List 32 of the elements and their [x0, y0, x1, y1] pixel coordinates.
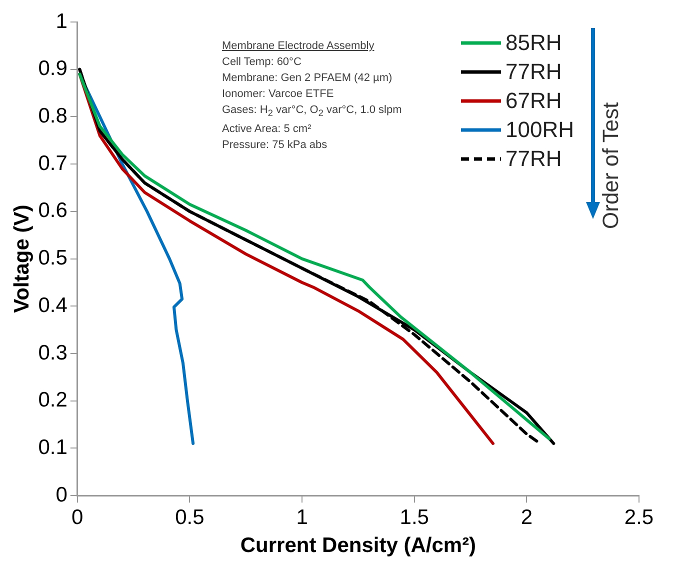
- annotation: Membrane Electrode Assembly: [222, 39, 376, 54]
- legend-label: 100RH: [506, 116, 574, 142]
- x-tick-label: 0.5: [175, 506, 204, 529]
- legend-label: 67RH: [506, 88, 562, 114]
- y-tick-label: 0.9: [38, 57, 68, 80]
- y-tick-label: 0: [56, 483, 68, 506]
- y-axis-title: Voltage (V): [10, 204, 34, 313]
- x-tick-label: 2: [520, 506, 533, 529]
- y-tick-label: 0.1: [38, 436, 68, 460]
- annotation: Membrane: Gen 2 PFAEM (42 µm): [222, 71, 394, 86]
- annotation: Ionomer: Varcoe ETFE: [222, 87, 335, 102]
- y-tick-label: 1: [56, 10, 68, 33]
- legend-label: 85RH: [506, 30, 562, 56]
- x-axis-title: Current Density (A/cm²): [240, 534, 476, 558]
- x-tick-label: 1.5: [400, 506, 429, 529]
- x-tick-label: 0: [72, 506, 84, 529]
- annotation: Pressure: 75 kPa abs: [222, 138, 328, 154]
- annotation: Order of Test: [598, 101, 624, 229]
- annotation: Active Area: 5 cm²: [222, 122, 312, 138]
- x-tick-label: 1: [296, 506, 308, 529]
- y-tick-label: 0.2: [38, 388, 68, 412]
- y-tick-label: 0.8: [38, 104, 68, 128]
- y-tick-label: 0.7: [38, 152, 68, 175]
- y-tick-label: 0.3: [38, 341, 68, 364]
- y-tick-label: 0.5: [38, 246, 68, 270]
- y-tick-label: 0.4: [38, 294, 68, 317]
- annotation: Gases: H$_{2}$ var°C, O$_{2}$ var°C, 1.0 slpm: [222, 103, 402, 120]
- legend-label: 77RH: [506, 146, 562, 172]
- legend-label: 77RH: [506, 58, 562, 84]
- x-tick-label: 2.5: [624, 506, 654, 529]
- y-tick-label: 0.6: [38, 199, 68, 222]
- annotation: Cell Temp: 60°C: [222, 55, 302, 70]
